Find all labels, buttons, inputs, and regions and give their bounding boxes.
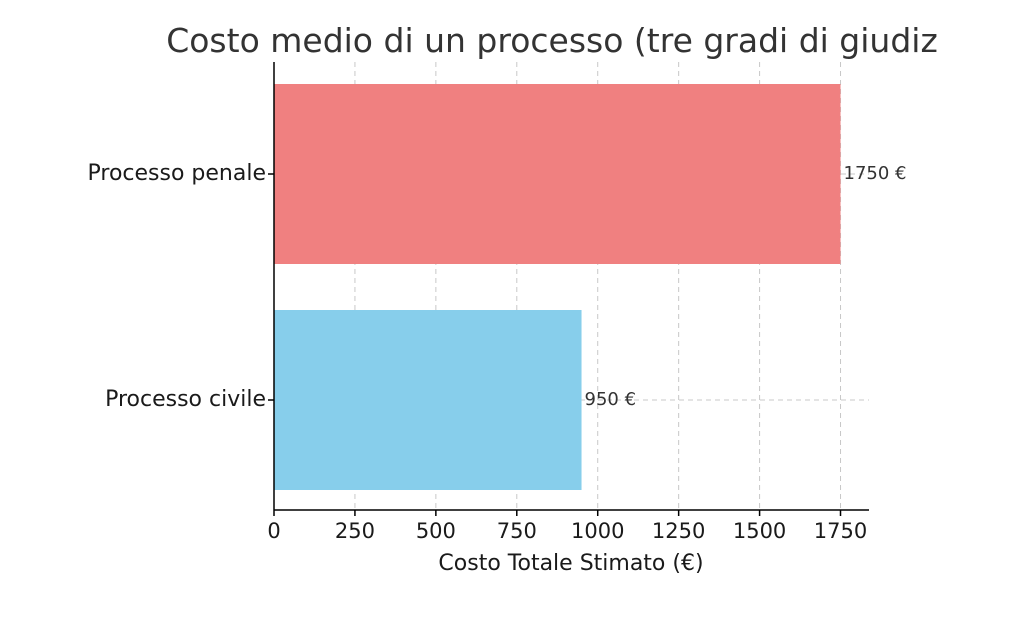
x-tick-label-7: 1750 <box>814 519 867 543</box>
axis-layer: 0 250 500 750 1000 1250 1500 1750 Processo penal… <box>88 62 869 543</box>
bar-0 <box>274 84 841 264</box>
x-tick-label-5: 1250 <box>652 519 705 543</box>
x-tick-label-1: 250 <box>335 519 375 543</box>
data-label-0: 1750 € <box>844 163 907 184</box>
x-tick-label-3: 750 <box>497 519 537 543</box>
x-tick-label-4: 1000 <box>571 519 624 543</box>
data-label-1: 950 € <box>585 389 637 410</box>
category-label-0: Processo penale <box>88 161 266 186</box>
bar-layer: 1750 € 950 € <box>274 84 906 490</box>
x-tick-label-2: 500 <box>416 519 456 543</box>
chart-title: Costo medio di un processo (tre gradi di… <box>166 21 938 60</box>
x-tick-label-6: 1500 <box>733 519 786 543</box>
x-tick-label-0: 0 <box>267 519 280 543</box>
bar-1 <box>274 310 582 490</box>
x-axis-label: Costo Totale Stimato (€) <box>438 551 703 576</box>
category-label-1: Processo civile <box>105 387 266 412</box>
